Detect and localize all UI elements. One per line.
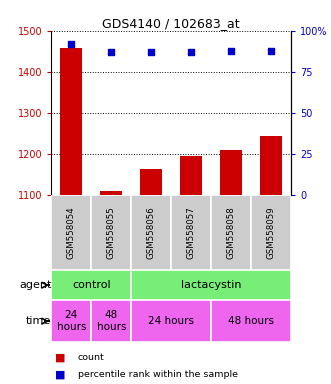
Bar: [211, 300, 291, 342]
Text: ■: ■: [55, 353, 65, 362]
Bar: [91, 300, 131, 342]
Text: GSM558056: GSM558056: [147, 206, 156, 259]
Bar: [220, 150, 242, 195]
Text: 48
hours: 48 hours: [97, 310, 126, 332]
Text: control: control: [72, 280, 111, 290]
Bar: [131, 270, 291, 300]
Text: GSM558059: GSM558059: [267, 206, 276, 259]
Bar: [51, 270, 131, 300]
Bar: [100, 191, 122, 195]
Point: [69, 41, 74, 47]
Text: count: count: [78, 353, 105, 362]
Point: [109, 50, 114, 56]
Bar: [140, 169, 162, 195]
Text: GSM558055: GSM558055: [107, 206, 116, 259]
Bar: [131, 195, 171, 270]
Bar: [91, 195, 131, 270]
Point: [149, 50, 154, 56]
Bar: [171, 195, 211, 270]
Bar: [180, 156, 202, 195]
Text: GSM558057: GSM558057: [187, 206, 196, 259]
Title: GDS4140 / 102683_at: GDS4140 / 102683_at: [103, 17, 240, 30]
Bar: [131, 300, 211, 342]
Text: GSM558058: GSM558058: [227, 206, 236, 259]
Text: 24
hours: 24 hours: [57, 310, 86, 332]
Text: lactacystin: lactacystin: [181, 280, 242, 290]
Text: ■: ■: [55, 370, 65, 380]
Point: [189, 50, 194, 56]
Text: 48 hours: 48 hours: [228, 316, 274, 326]
Text: GSM558054: GSM558054: [67, 206, 76, 259]
Text: 24 hours: 24 hours: [148, 316, 194, 326]
Point: [269, 48, 274, 54]
Text: agent: agent: [19, 280, 51, 290]
Point: [229, 48, 234, 54]
Bar: [51, 195, 91, 270]
Bar: [251, 195, 291, 270]
Text: percentile rank within the sample: percentile rank within the sample: [78, 370, 238, 379]
Bar: [260, 136, 282, 195]
Bar: [211, 195, 251, 270]
Bar: [60, 48, 82, 195]
Bar: [51, 300, 91, 342]
Text: time: time: [26, 316, 51, 326]
